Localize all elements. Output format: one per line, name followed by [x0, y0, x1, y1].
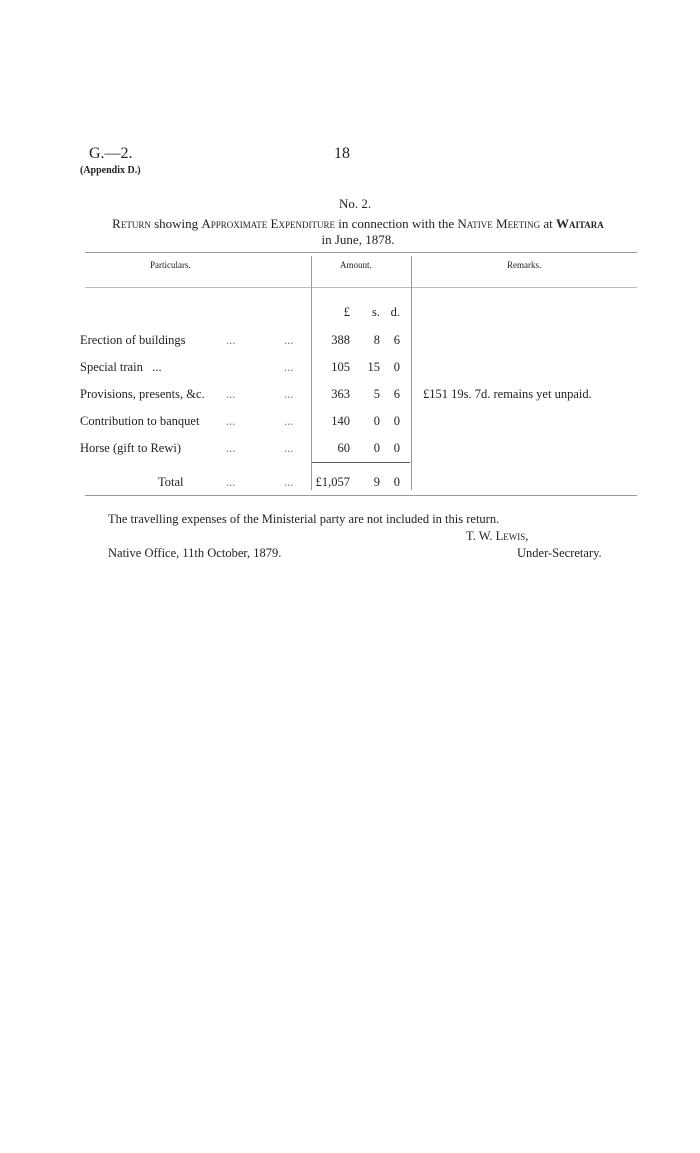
table-row: Provisions, presents, &c. ... ... [80, 387, 308, 407]
row-pence: 6 [393, 333, 400, 347]
row-particular: Horse (gift to Rewi) [80, 441, 182, 455]
header-particulars: Particulars. [150, 260, 191, 270]
total-pence: 0 [393, 475, 400, 489]
total-rule [312, 462, 410, 463]
row-pounds: 60 [337, 441, 351, 455]
leader-dots: ... [284, 333, 294, 347]
title-part: Waitara [555, 216, 604, 231]
title-part: in connection with the [335, 216, 458, 231]
leader-dots: ... [226, 387, 236, 401]
row-remark: £151 19s. 7d. remains yet unpaid. [423, 387, 592, 401]
row-shillings: 5 [373, 387, 380, 401]
unit-pence: d. [390, 305, 400, 319]
table-bottom-rule [85, 495, 637, 496]
signatory: T. W. Lewis, [466, 529, 528, 544]
column-divider [411, 256, 412, 490]
title-part: Approximate Expenditure [201, 216, 335, 231]
table-row: Contribution to banquet ... ... [80, 414, 308, 434]
header-amount: Amount. [340, 260, 372, 270]
row-particular: Erection of buildings [80, 333, 186, 347]
unit-shillings: s. [372, 305, 380, 319]
header-remarks: Remarks. [507, 260, 542, 270]
row-pence: 6 [393, 387, 400, 401]
appendix-label: (Appendix D.) [80, 165, 141, 176]
column-divider [311, 256, 312, 490]
title-part: Native Meeting [457, 216, 541, 231]
row-pounds: 363 [331, 387, 350, 401]
table-header-rule [85, 287, 637, 288]
row-particular: Provisions, presents, &c. [80, 387, 205, 401]
leader-dots: ... [284, 360, 294, 374]
footer-note: The travelling expenses of the Ministeri… [108, 512, 500, 526]
title-part: Return [112, 216, 151, 231]
signatory-name: T. W. Lewis, [466, 529, 529, 543]
document-code: G.—2. [89, 145, 133, 162]
signatory-title: Under-Secretary. [517, 546, 602, 560]
unit-pounds: £ [343, 305, 350, 319]
table-row: Erection of buildings ... ... [80, 333, 308, 353]
title-part: at [540, 216, 556, 231]
leader-dots: ... [226, 475, 236, 489]
table-top-rule [85, 252, 637, 253]
document-title: Return showing Approximate Expenditure i… [80, 216, 636, 232]
leader-dots: ... [226, 333, 236, 347]
row-shillings: 15 [367, 360, 381, 374]
leader-dots: ... [284, 414, 294, 428]
row-shillings: 0 [373, 414, 380, 428]
total-pounds: £1,057 [315, 475, 350, 489]
leader-dots: ... [226, 441, 236, 455]
row-pounds: 105 [331, 360, 350, 374]
row-pence: 0 [393, 441, 400, 455]
page-number: 18 [334, 145, 350, 162]
table-row: Horse (gift to Rewi) ... ... [80, 441, 308, 461]
row-pence: 0 [393, 360, 400, 374]
row-particular: Special train ... [80, 360, 162, 374]
row-shillings: 0 [373, 441, 380, 455]
table-row: Special train ... ... [80, 360, 308, 380]
total-shillings: 9 [373, 475, 380, 489]
row-pounds: 140 [331, 414, 350, 428]
place-date: Native Office, 11th October, 1879. [108, 546, 282, 560]
document-title-line2: in June, 1878. [321, 232, 395, 247]
leader-dots: ... [226, 414, 236, 428]
document-number: No. 2. [339, 196, 372, 211]
title-part: showing [150, 216, 202, 231]
row-particular: Contribution to banquet [80, 414, 200, 428]
row-shillings: 8 [373, 333, 380, 347]
total-label: Total [158, 475, 184, 489]
leader-dots: ... [284, 441, 294, 455]
row-pence: 0 [393, 414, 400, 428]
leader-dots: ... [284, 475, 294, 489]
row-pounds: 388 [331, 333, 350, 347]
leader-dots: ... [284, 387, 294, 401]
